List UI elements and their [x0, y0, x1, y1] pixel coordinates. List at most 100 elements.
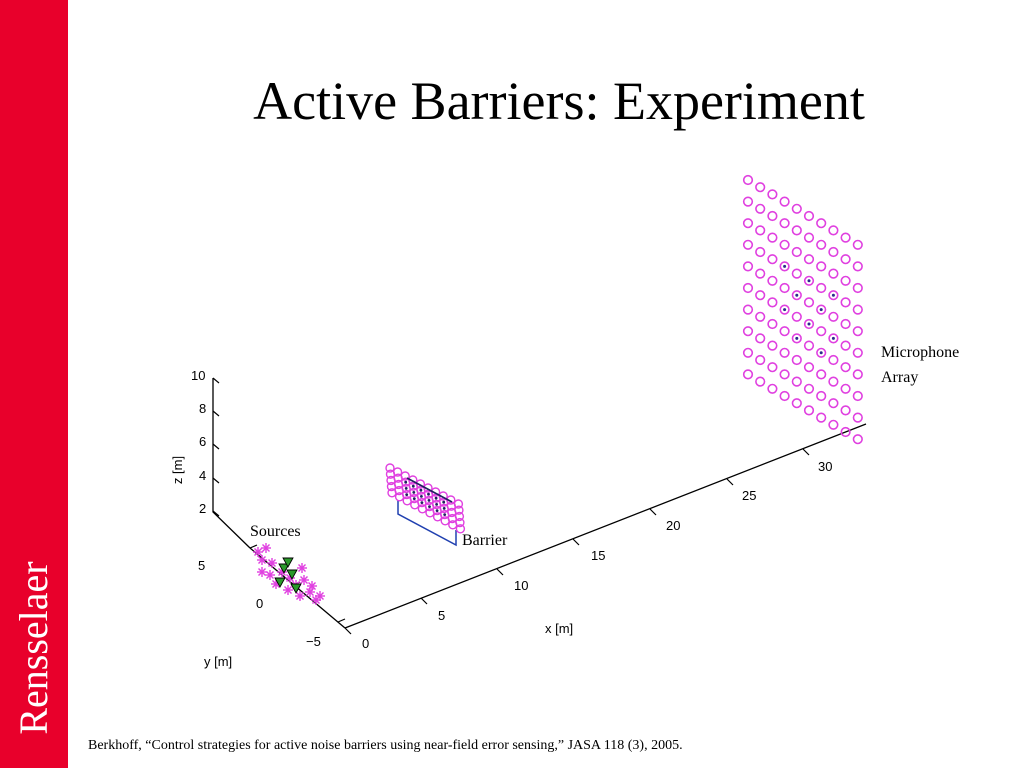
microphone-marker	[803, 362, 815, 373]
microphone-marker	[767, 383, 778, 394]
microphone-marker	[840, 232, 851, 243]
microphone-marker	[816, 261, 827, 272]
source-asterisk	[253, 547, 263, 557]
barrier-microphone-dot	[435, 503, 438, 506]
y-tick-labels: 5 0 −5	[198, 558, 321, 649]
microphone-marker	[828, 246, 839, 258]
source-triangle	[290, 583, 302, 594]
z-tick-mark	[212, 443, 220, 450]
microphone-marker	[828, 268, 839, 279]
microphone-marker	[755, 290, 766, 301]
microphone-center-dot	[807, 322, 811, 326]
x-axis-line	[344, 423, 867, 629]
axis-ticks	[212, 377, 810, 635]
microphone-marker	[852, 282, 863, 294]
barrier-microphone-dot	[404, 487, 408, 490]
z-tick-mark	[212, 377, 220, 384]
microphone-marker	[742, 304, 754, 315]
barrier-microphone-marker	[425, 508, 435, 518]
barrier-microphone-marker	[402, 496, 412, 506]
microphone-marker	[791, 333, 802, 344]
barrier-microphone-dot	[419, 488, 423, 492]
microphone-marker	[803, 297, 815, 308]
z-tick-label: 2	[199, 501, 206, 516]
microphone-marker	[742, 196, 754, 207]
barrier-microphone-marker	[394, 492, 405, 502]
z-axis-line	[212, 378, 251, 549]
barrier-microphone-dot	[435, 509, 439, 512]
x-tick-mark	[572, 538, 580, 546]
source-asterisk	[261, 543, 271, 553]
z-tick-label: 8	[199, 401, 206, 416]
microphone-array	[742, 174, 863, 445]
barrier-microphone-marker	[386, 481, 397, 492]
barrier-top-edge	[406, 477, 453, 503]
microphone-marker	[828, 398, 839, 409]
barrier-microphone-dot	[442, 500, 446, 504]
microphone-marker	[767, 254, 778, 265]
microphone-marker	[828, 290, 839, 301]
z-tick-mark	[212, 410, 220, 417]
source-asterisk	[307, 581, 317, 591]
barrier-microphone-dot	[427, 499, 431, 502]
microphone-marker	[767, 297, 778, 308]
microphone-marker	[791, 354, 802, 366]
source-asterisk	[265, 570, 275, 580]
source-asterisk	[299, 575, 309, 585]
microphone-marker	[803, 318, 815, 330]
barrier-microphone-marker	[387, 488, 397, 498]
barrier-microphone-marker	[455, 524, 466, 534]
x-tick-mark	[726, 478, 734, 486]
source-asterisk	[257, 555, 267, 565]
mic-array-annotation-line1: Microphone	[881, 344, 959, 361]
microphone-marker	[840, 318, 851, 330]
x-tick-label: 5	[438, 608, 445, 623]
microphone-marker	[779, 369, 790, 380]
microphone-marker	[742, 326, 754, 337]
microphone-marker	[791, 290, 802, 301]
barrier-microphone-marker	[448, 520, 458, 530]
x-tick-label: 30	[818, 459, 832, 474]
microphone-marker	[828, 333, 839, 344]
x-tick-mark	[344, 627, 352, 635]
microphone-marker	[791, 311, 802, 322]
microphone-marker	[791, 268, 802, 279]
microphone-marker	[840, 405, 851, 416]
barrier-microphone-dot	[442, 507, 446, 510]
barrier-microphone-dot	[427, 492, 430, 496]
microphone-marker	[828, 225, 839, 236]
microphone-marker	[840, 383, 851, 394]
y-axis-label: y [m]	[204, 654, 232, 669]
microphone-center-dot	[819, 351, 823, 355]
x-tick-labels: 0 5 10 15 20 25 30	[362, 459, 832, 651]
x-axis-label: x [m]	[545, 621, 573, 636]
microphone-marker	[755, 333, 766, 344]
barrier-microphone-dot	[412, 497, 416, 500]
microphone-marker	[816, 282, 827, 294]
microphone-marker	[779, 239, 790, 250]
microphone-marker	[755, 268, 766, 279]
barrier-microphone-dot	[428, 505, 431, 508]
microphone-marker	[840, 340, 851, 351]
barrier-microphone-dot	[405, 493, 409, 496]
microphone-marker	[840, 426, 851, 438]
microphone-marker	[755, 354, 766, 366]
barrier-microphone-dot	[420, 495, 423, 498]
barrier-microphone-marker	[440, 516, 450, 526]
microphone-marker	[816, 369, 827, 380]
barrier-microphone-dot	[404, 480, 408, 484]
microphone-marker	[791, 398, 802, 409]
sources-annotation: Sources	[250, 523, 301, 540]
slide-title: Active Barriers: Experiment	[253, 71, 865, 131]
microphone-marker	[742, 174, 754, 186]
x-tick-label: 10	[514, 578, 528, 593]
microphone-center-dot	[831, 336, 835, 340]
microphone-marker	[852, 390, 863, 402]
source-asterisk	[267, 558, 277, 568]
z-tick-label: 6	[199, 434, 206, 449]
axes-lines	[212, 378, 867, 629]
microphone-marker	[779, 218, 790, 229]
source-asterisk	[315, 591, 325, 601]
barrier-outline	[397, 500, 457, 547]
microphone-marker	[742, 369, 754, 380]
